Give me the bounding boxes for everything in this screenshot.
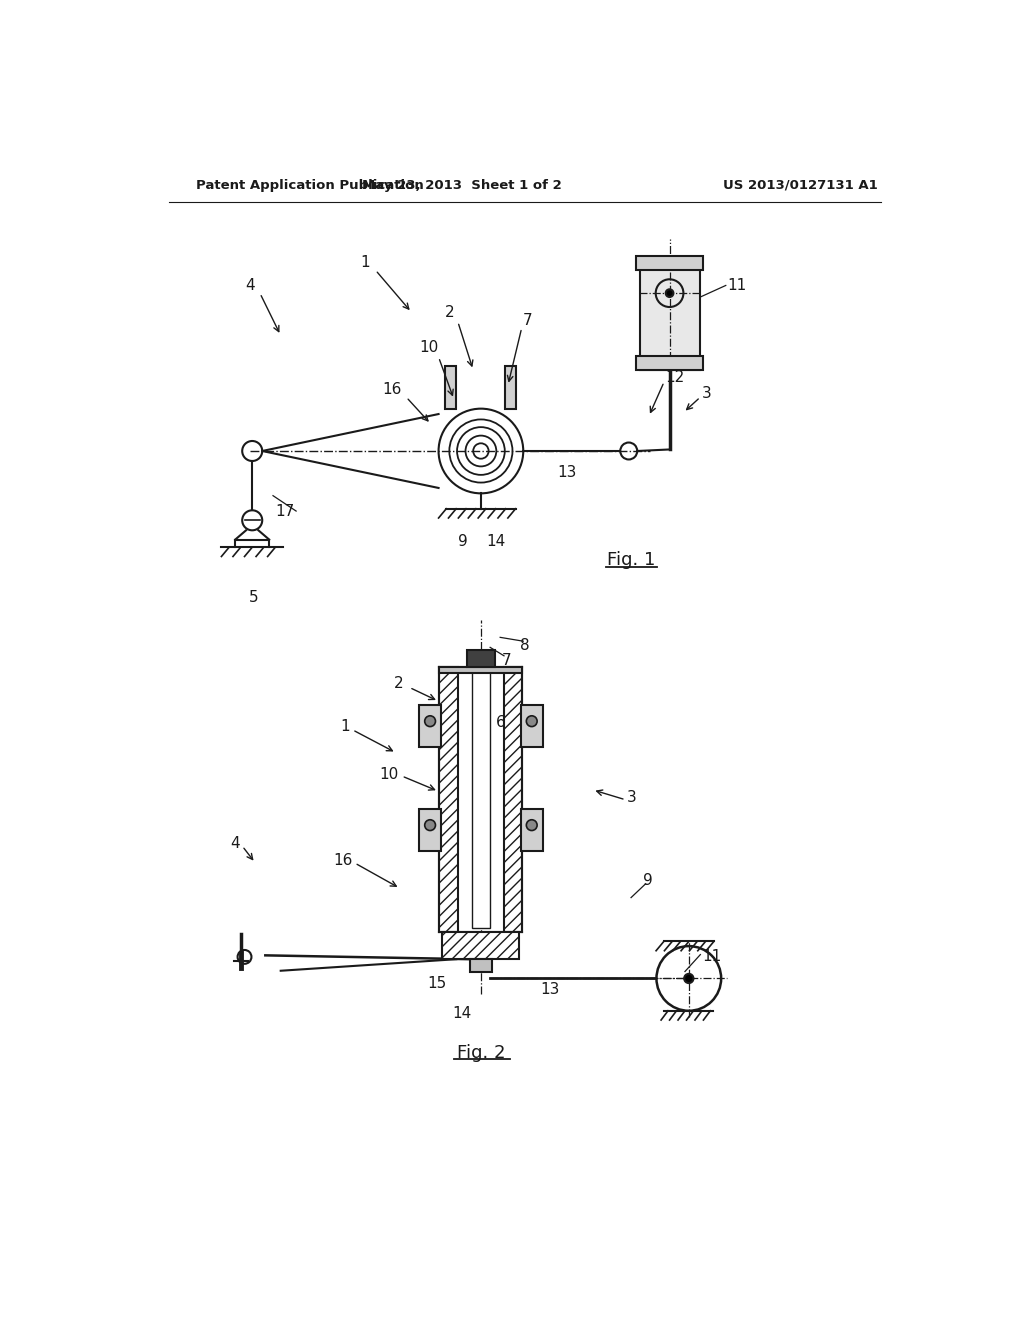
Text: 9: 9 (643, 873, 653, 888)
Bar (636, 256, 703, 271)
Text: 7: 7 (502, 653, 511, 668)
Bar (439, 667, 522, 673)
Text: 16: 16 (333, 853, 352, 869)
Bar (521, 705, 543, 747)
Text: 6: 6 (497, 714, 506, 730)
Text: 11: 11 (701, 949, 721, 965)
Circle shape (526, 820, 538, 830)
Bar (505, 367, 515, 409)
Text: 16: 16 (383, 381, 402, 397)
Bar (636, 356, 703, 370)
Circle shape (425, 715, 435, 726)
Bar (521, 809, 543, 851)
Text: 10: 10 (379, 767, 398, 781)
Text: Patent Application Publication: Patent Application Publication (196, 178, 424, 191)
Text: 7: 7 (522, 313, 531, 327)
Text: 17: 17 (275, 503, 295, 519)
Bar (504, 667, 522, 932)
Circle shape (526, 715, 538, 726)
Text: 3: 3 (628, 789, 637, 805)
Text: 11: 11 (727, 279, 746, 293)
Bar (419, 705, 441, 747)
Text: Fig. 2: Fig. 2 (457, 1044, 505, 1063)
Text: 4: 4 (245, 279, 255, 293)
Text: 1: 1 (360, 255, 371, 269)
Text: 5: 5 (249, 590, 259, 605)
Bar (439, 667, 458, 932)
Bar (444, 367, 456, 409)
Bar (442, 932, 519, 960)
Text: May 23, 2013  Sheet 1 of 2: May 23, 2013 Sheet 1 of 2 (361, 178, 561, 191)
Bar (467, 649, 495, 667)
Circle shape (666, 289, 674, 297)
Text: 12: 12 (666, 371, 685, 385)
Text: 13: 13 (557, 465, 577, 480)
Text: Fig. 1: Fig. 1 (607, 552, 655, 569)
Text: 1: 1 (340, 719, 350, 734)
Text: 9: 9 (459, 535, 468, 549)
Text: 2: 2 (394, 676, 403, 692)
Text: 4: 4 (230, 836, 240, 851)
Bar (470, 960, 492, 973)
Text: 14: 14 (452, 1006, 471, 1020)
Text: 8: 8 (520, 638, 529, 652)
Text: 14: 14 (486, 535, 506, 549)
Bar (419, 809, 441, 851)
Text: 10: 10 (419, 339, 438, 355)
Bar (472, 671, 490, 928)
Text: 2: 2 (445, 305, 455, 319)
Text: 13: 13 (541, 982, 560, 997)
Bar (640, 263, 699, 370)
Text: 15: 15 (427, 977, 446, 991)
Circle shape (425, 820, 435, 830)
Text: 3: 3 (701, 385, 712, 401)
Text: US 2013/0127131 A1: US 2013/0127131 A1 (723, 178, 878, 191)
Circle shape (684, 974, 693, 983)
